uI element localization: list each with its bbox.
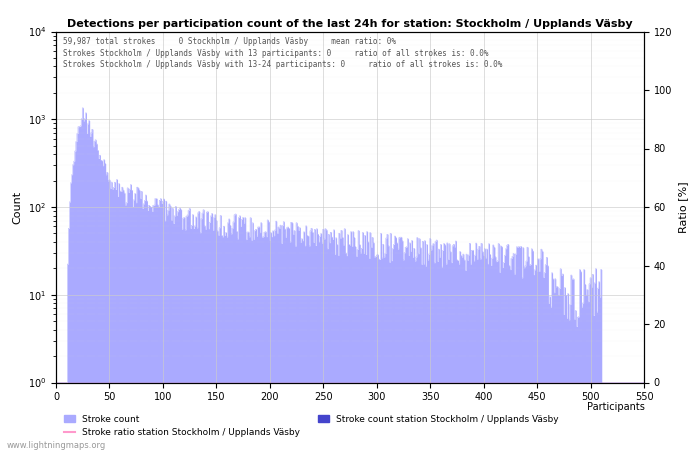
Text: Participants: Participants: [587, 402, 645, 412]
Title: Detections per participation count of the last 24h for station: Stockholm / Uppl: Detections per participation count of th…: [67, 19, 633, 29]
Text: www.lightningmaps.org: www.lightningmaps.org: [7, 441, 106, 450]
Text: 59,987 total strokes     0 Stockholm / Upplands Väsby     mean ratio: 0%
Strokes: 59,987 total strokes 0 Stockholm / Uppla…: [63, 37, 503, 69]
Y-axis label: Ratio [%]: Ratio [%]: [678, 181, 688, 233]
Legend: Stroke count, Stroke ratio station Stockholm / Upplands Väsby, Stroke count stat: Stroke count, Stroke ratio station Stock…: [60, 411, 563, 441]
Y-axis label: Count: Count: [12, 190, 22, 224]
